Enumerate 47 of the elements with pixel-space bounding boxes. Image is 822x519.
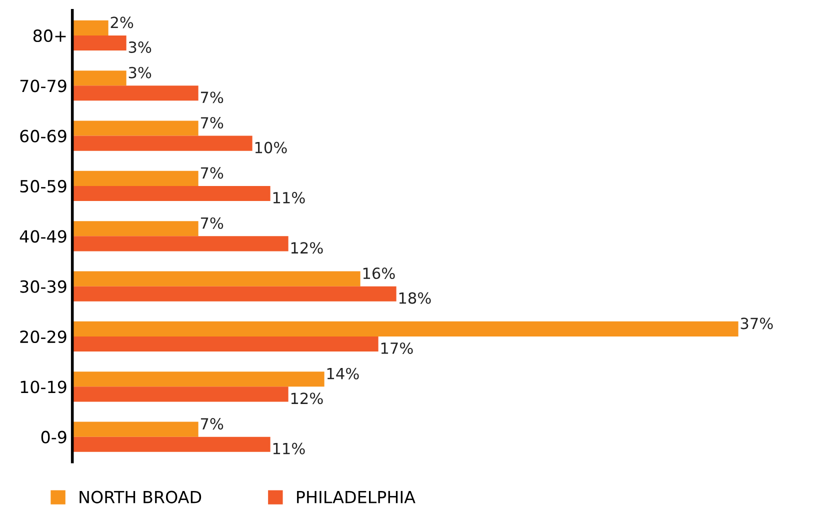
bar [72, 236, 288, 252]
bar [72, 35, 126, 51]
bar [72, 186, 270, 202]
bar [72, 70, 126, 86]
bar [72, 271, 360, 286]
data-label: 7% [200, 217, 224, 229]
bar [72, 120, 198, 136]
data-label: 7% [200, 418, 224, 430]
bar [72, 321, 738, 336]
bar [72, 422, 198, 437]
data-label: 7% [200, 167, 224, 179]
data-label: 17% [381, 342, 413, 354]
data-label: 2% [110, 16, 134, 28]
y-tick-label: 60-69 [20, 130, 66, 142]
y-tick-label: 70-79 [20, 80, 66, 92]
data-label: 11% [273, 442, 305, 454]
bar [72, 86, 198, 101]
bar [72, 221, 198, 236]
y-tick-label: 50-59 [20, 180, 66, 193]
y-tick-label: 0-9 [41, 430, 66, 444]
data-label: 7% [200, 116, 224, 129]
data-label: 7% [200, 92, 224, 104]
bar [72, 436, 270, 452]
data-label: 3% [128, 66, 152, 78]
bar [72, 286, 396, 302]
data-label: 3% [128, 41, 152, 53]
bar [72, 20, 108, 36]
y-tick-label: 10-19 [20, 380, 66, 394]
y-tick-label: 30-39 [20, 280, 66, 293]
data-label: 11% [273, 192, 305, 204]
data-label: 12% [291, 392, 323, 404]
data-label: 12% [291, 242, 323, 254]
legend-label: NORTH BROAD [80, 490, 202, 504]
data-label: 16% [363, 268, 395, 280]
data-label: 10% [255, 142, 287, 154]
y-tick-label: 20-29 [20, 330, 66, 344]
bar [72, 336, 378, 352]
y-tick-label: 40-49 [20, 230, 66, 243]
bar [72, 136, 252, 151]
bar [72, 372, 324, 387]
data-label: 37% [740, 318, 773, 330]
data-label: 18% [399, 292, 431, 304]
bar [72, 170, 198, 186]
legend-label: PHILADELPHIA [297, 490, 416, 504]
y-tick-label: 80+ [33, 29, 66, 42]
data-label: 14% [327, 368, 359, 380]
bar [72, 386, 288, 402]
